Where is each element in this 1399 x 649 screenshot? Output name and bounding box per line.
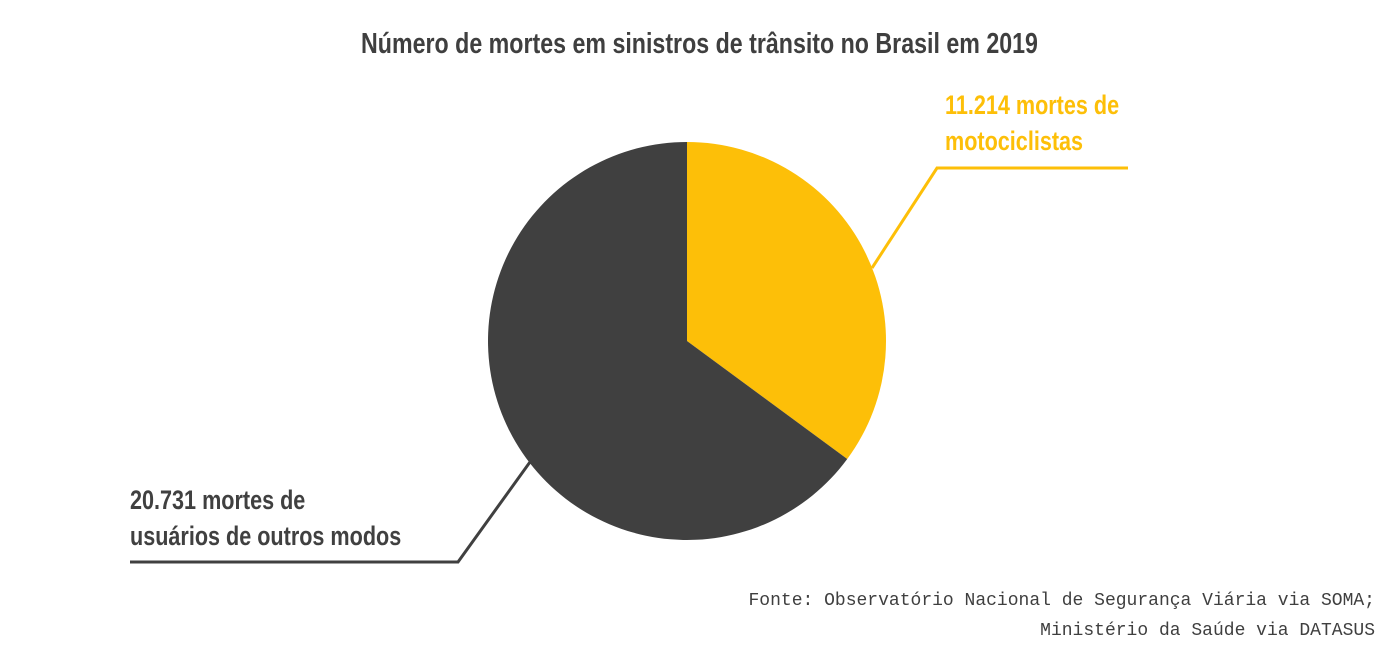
callout-motociclistas-line2: motociclistas [945,126,1084,156]
chart-title: Número de mortes em sinistros de trânsit… [361,28,1038,60]
callout-motociclistas-line1: 11.214 mortes de [945,90,1120,120]
leader-line-motociclistas [870,166,1128,269]
pie-slice-outros-modos [488,142,848,540]
leader-line-outros-modos [130,461,532,564]
source-note: Fonte: Observatório Nacional de Seguranç… [748,586,1375,646]
source-line1: Fonte: Observatório Nacional de Seguranç… [748,591,1375,611]
source-line2: Ministério da Saúde via DATASUS [1040,621,1375,641]
callout-motociclistas: 11.214 mortes de motociclistas [945,87,1119,159]
callout-outros-modos-line1: 20.731 mortes de [130,485,306,515]
pie-slice-motociclistas [687,142,887,460]
callout-outros-modos: 20.731 mortes de usuários de outros modo… [130,482,401,554]
callout-outros-modos-line2: usuários de outros modos [130,521,402,551]
